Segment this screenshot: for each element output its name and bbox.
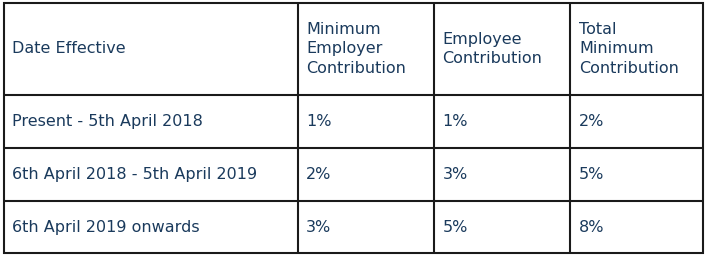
Text: 3%: 3% (306, 220, 331, 234)
Text: 1%: 1% (443, 114, 468, 129)
Text: 6th April 2018 - 5th April 2019: 6th April 2018 - 5th April 2019 (12, 167, 257, 182)
Text: Employee
Contribution: Employee Contribution (443, 32, 542, 66)
Text: 1%: 1% (306, 114, 332, 129)
Text: 2%: 2% (306, 167, 332, 182)
Text: Date Effective: Date Effective (12, 41, 126, 56)
Text: 5%: 5% (443, 220, 468, 234)
Text: 8%: 8% (579, 220, 604, 234)
Text: 3%: 3% (443, 167, 467, 182)
Text: Minimum
Employer
Contribution: Minimum Employer Contribution (306, 22, 406, 76)
Text: Present - 5th April 2018: Present - 5th April 2018 (12, 114, 203, 129)
Text: 2%: 2% (579, 114, 604, 129)
Text: 5%: 5% (579, 167, 604, 182)
Text: 6th April 2019 onwards: 6th April 2019 onwards (12, 220, 199, 234)
Text: Total
Minimum
Contribution: Total Minimum Contribution (579, 22, 679, 76)
